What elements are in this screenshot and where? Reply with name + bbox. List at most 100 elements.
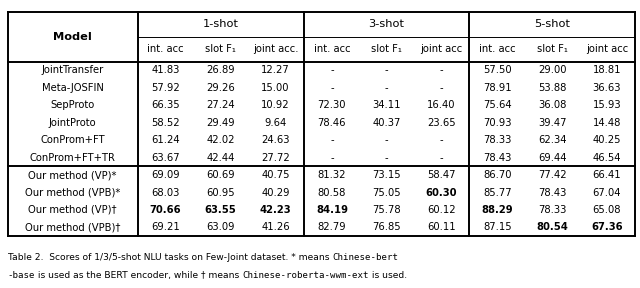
- Text: 36.08: 36.08: [538, 100, 566, 110]
- Text: 85.77: 85.77: [483, 187, 512, 198]
- Text: 60.11: 60.11: [427, 222, 456, 232]
- Text: 60.95: 60.95: [206, 187, 235, 198]
- Text: 40.25: 40.25: [593, 135, 621, 145]
- Text: joint acc: joint acc: [586, 44, 628, 54]
- Text: 76.85: 76.85: [372, 222, 401, 232]
- Text: ConProm+FT+TR: ConProm+FT+TR: [29, 153, 116, 163]
- Text: JointTransfer: JointTransfer: [42, 65, 104, 75]
- Text: 60.69: 60.69: [206, 170, 235, 180]
- Text: 29.26: 29.26: [206, 83, 235, 93]
- Text: 40.37: 40.37: [372, 118, 401, 128]
- Text: Model: Model: [53, 32, 92, 41]
- Text: ConProm+FT: ConProm+FT: [40, 135, 105, 145]
- Text: 63.67: 63.67: [152, 153, 180, 163]
- Text: 18.81: 18.81: [593, 65, 621, 75]
- Text: -: -: [385, 65, 388, 75]
- Text: 29.00: 29.00: [538, 65, 566, 75]
- Text: 78.33: 78.33: [538, 205, 566, 215]
- Text: 58.52: 58.52: [152, 118, 180, 128]
- Text: 27.24: 27.24: [206, 100, 235, 110]
- Text: 42.44: 42.44: [206, 153, 235, 163]
- Text: 36.63: 36.63: [593, 83, 621, 93]
- Text: -base: -base: [8, 270, 35, 280]
- Text: 5-shot: 5-shot: [534, 19, 570, 29]
- Text: Meta-JOSFIN: Meta-JOSFIN: [42, 83, 104, 93]
- Text: 72.30: 72.30: [317, 100, 346, 110]
- Text: 29.49: 29.49: [206, 118, 235, 128]
- Text: -: -: [385, 135, 388, 145]
- Text: 27.72: 27.72: [261, 153, 290, 163]
- Text: 9.64: 9.64: [264, 118, 287, 128]
- Text: 86.70: 86.70: [483, 170, 511, 180]
- Text: 75.64: 75.64: [483, 100, 512, 110]
- Text: slot F₁: slot F₁: [537, 44, 568, 54]
- Text: int. acc: int. acc: [479, 44, 516, 54]
- Text: -: -: [385, 153, 388, 163]
- Text: 78.43: 78.43: [538, 187, 566, 198]
- Text: -: -: [330, 135, 333, 145]
- Text: 41.26: 41.26: [261, 222, 290, 232]
- Text: 70.66: 70.66: [150, 205, 182, 215]
- Text: joint acc: joint acc: [420, 44, 463, 54]
- Text: 60.12: 60.12: [427, 205, 456, 215]
- Text: SepProto: SepProto: [51, 100, 95, 110]
- Text: 10.92: 10.92: [261, 100, 290, 110]
- Text: Our method (VPB)†: Our method (VPB)†: [25, 222, 120, 232]
- Text: 78.46: 78.46: [317, 118, 346, 128]
- Text: 53.88: 53.88: [538, 83, 566, 93]
- Text: 75.05: 75.05: [372, 187, 401, 198]
- Text: 67.36: 67.36: [591, 222, 623, 232]
- Text: 42.02: 42.02: [206, 135, 235, 145]
- Text: -: -: [330, 153, 333, 163]
- Text: 24.63: 24.63: [261, 135, 290, 145]
- Text: 87.15: 87.15: [483, 222, 512, 232]
- Text: 70.93: 70.93: [483, 118, 511, 128]
- Text: -: -: [330, 65, 333, 75]
- Text: 26.89: 26.89: [206, 65, 235, 75]
- Text: 82.79: 82.79: [317, 222, 346, 232]
- Text: slot F₁: slot F₁: [371, 44, 402, 54]
- Text: -: -: [440, 135, 443, 145]
- Text: 80.58: 80.58: [317, 187, 346, 198]
- Text: is used as the BERT encoder, while † means: is used as the BERT encoder, while † mea…: [35, 270, 243, 280]
- Text: 68.03: 68.03: [152, 187, 180, 198]
- Text: -: -: [440, 153, 443, 163]
- Text: int. acc: int. acc: [314, 44, 350, 54]
- Text: 60.30: 60.30: [426, 187, 457, 198]
- Text: 65.08: 65.08: [593, 205, 621, 215]
- Text: 42.23: 42.23: [260, 205, 291, 215]
- Text: 16.40: 16.40: [427, 100, 456, 110]
- Text: 78.43: 78.43: [483, 153, 511, 163]
- Text: 34.11: 34.11: [372, 100, 401, 110]
- Text: 57.92: 57.92: [151, 83, 180, 93]
- Text: 40.29: 40.29: [261, 187, 290, 198]
- Text: -: -: [330, 83, 333, 93]
- Text: -: -: [440, 65, 443, 75]
- Text: 14.48: 14.48: [593, 118, 621, 128]
- Text: 88.29: 88.29: [481, 205, 513, 215]
- Text: 63.09: 63.09: [206, 222, 235, 232]
- Text: 75.78: 75.78: [372, 205, 401, 215]
- Text: 78.33: 78.33: [483, 135, 511, 145]
- Text: 80.54: 80.54: [536, 222, 568, 232]
- Text: 3-shot: 3-shot: [369, 19, 404, 29]
- Text: 39.47: 39.47: [538, 118, 566, 128]
- Text: 66.35: 66.35: [152, 100, 180, 110]
- Text: slot F₁: slot F₁: [205, 44, 236, 54]
- Text: 84.19: 84.19: [316, 205, 348, 215]
- Text: 67.04: 67.04: [593, 187, 621, 198]
- Text: -: -: [440, 83, 443, 93]
- Text: 62.34: 62.34: [538, 135, 566, 145]
- Text: Table 2.  Scores of 1/3/5-shot NLU tasks on Few-Joint dataset. * means: Table 2. Scores of 1/3/5-shot NLU tasks …: [8, 253, 332, 262]
- Text: JointProto: JointProto: [49, 118, 97, 128]
- Text: 69.21: 69.21: [151, 222, 180, 232]
- Text: 61.24: 61.24: [152, 135, 180, 145]
- Text: 15.00: 15.00: [261, 83, 290, 93]
- Text: Chinese-roberta-wwm-ext: Chinese-roberta-wwm-ext: [243, 270, 369, 280]
- Text: 77.42: 77.42: [538, 170, 566, 180]
- Text: 73.15: 73.15: [372, 170, 401, 180]
- Text: Our method (VP)†: Our method (VP)†: [28, 205, 117, 215]
- Text: 12.27: 12.27: [261, 65, 290, 75]
- Text: 40.75: 40.75: [261, 170, 290, 180]
- Text: 58.47: 58.47: [427, 170, 456, 180]
